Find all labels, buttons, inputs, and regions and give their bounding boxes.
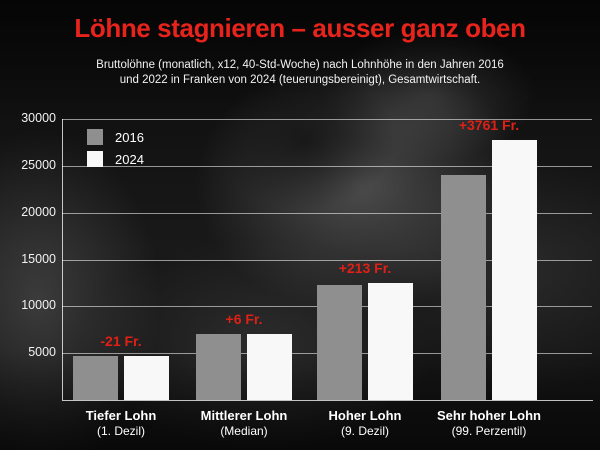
gridline-25000 — [62, 165, 592, 167]
page-title: Löhne stagnieren – ausser ganz oben — [74, 13, 526, 43]
y-tick-label-5000: 5000 — [28, 345, 56, 360]
category-sublabel: (99. Perzentil) — [451, 424, 527, 438]
legend-item-2016: 2016 — [87, 126, 144, 148]
bar-2024-mittlerer-lohn — [247, 333, 292, 400]
chart-subtitle: Bruttolöhne (monatlich, x12, 40-Std-Woch… — [0, 58, 600, 88]
difference-label-tiefer-lohn: -21 Fr. — [100, 332, 142, 349]
bar-2024-tiefer-lohn — [124, 355, 169, 400]
x-category-label-tiefer-lohn: Tiefer Lohn (1. Dezil) — [41, 407, 201, 439]
bar-2024-sehr-hoher-lohn — [492, 139, 537, 400]
x-category-label-sehr-hoher-lohn: Sehr hoher Lohn (99. Perzentil) — [409, 407, 569, 439]
legend-swatch-2016 — [87, 129, 103, 145]
subtitle-line-2: und 2022 in Franken von 2024 (teuerungsb… — [119, 74, 481, 86]
bar-2016-hoher-lohn — [317, 285, 362, 400]
category-sublabel: (1. Dezil) — [96, 424, 145, 438]
plot-area: -21 Fr. +6 Fr. +213 Fr. +3761 Fr. — [62, 116, 592, 400]
subtitle-line-1: Bruttolöhne (monatlich, x12, 40-Std-Woch… — [96, 59, 504, 71]
gridline-20000 — [62, 212, 592, 214]
x-category-label-mittlerer-lohn: Mittlerer Lohn (Median) — [164, 407, 324, 439]
category-name: Mittlerer Lohn — [200, 408, 288, 423]
difference-label-hoher-lohn: +213 Fr. — [338, 260, 392, 277]
chart-legend: 2016 2024 — [87, 126, 144, 170]
y-tick-label-25000: 25000 — [21, 157, 56, 172]
legend-item-2024: 2024 — [87, 148, 144, 170]
difference-label-sehr-hoher-lohn: +3761 Fr. — [458, 116, 520, 133]
gridline-30000 — [62, 119, 592, 120]
bar-2016-tiefer-lohn — [73, 355, 118, 400]
legend-label-2024: 2024 — [115, 151, 144, 167]
y-tick-label-30000: 30000 — [21, 111, 56, 125]
legend-label-2016: 2016 — [115, 129, 144, 145]
y-tick-label-20000: 20000 — [21, 204, 56, 219]
category-sublabel: (9. Dezil) — [340, 424, 389, 438]
category-name: Sehr hoher Lohn — [437, 408, 541, 423]
category-name: Hoher Lohn — [328, 408, 402, 423]
legend-swatch-2024 — [87, 151, 103, 167]
bar-2024-hoher-lohn — [368, 283, 413, 400]
difference-label-mittlerer-lohn: +6 Fr. — [225, 310, 263, 327]
gridline-15000 — [62, 259, 592, 261]
bar-2016-mittlerer-lohn — [196, 334, 241, 400]
category-sublabel: (Median) — [220, 424, 268, 438]
bar-2016-sehr-hoher-lohn — [441, 175, 486, 400]
x-axis-line — [62, 400, 593, 401]
x-category-label-hoher-lohn: Hoher Lohn (9. Dezil) — [285, 407, 445, 439]
y-tick-label-15000: 15000 — [21, 251, 56, 266]
y-tick-label-10000: 10000 — [21, 298, 56, 313]
category-name: Tiefer Lohn — [85, 408, 157, 423]
